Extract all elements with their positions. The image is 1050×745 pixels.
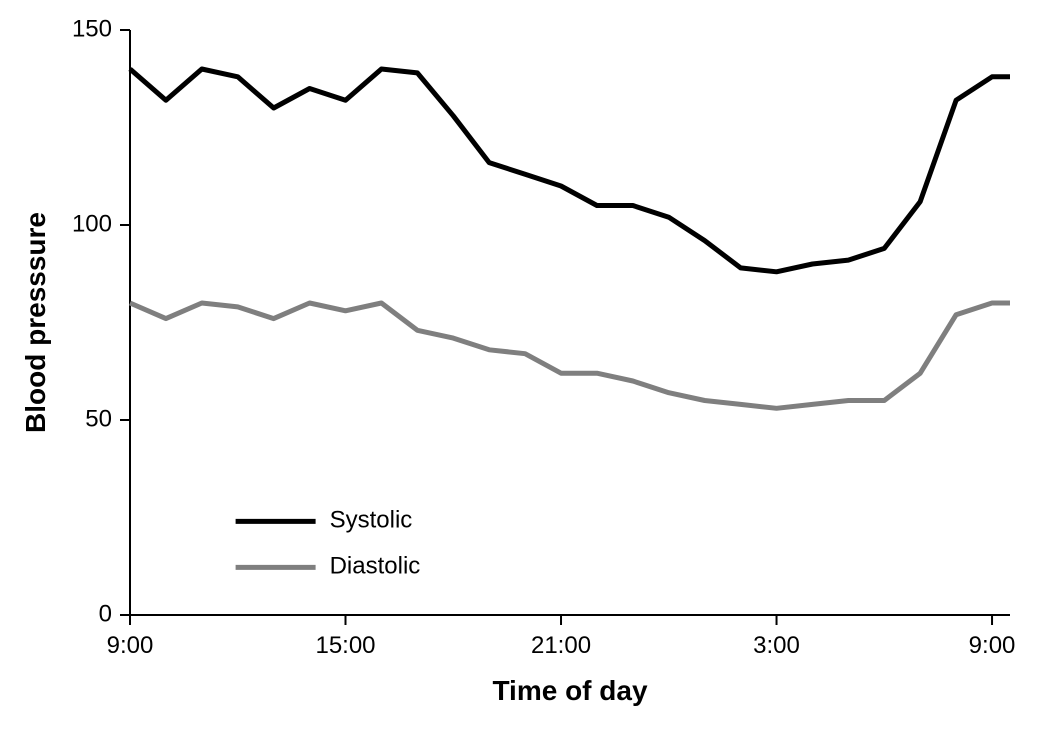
x-axis-label: Time of day (492, 675, 648, 706)
legend-label-diastolic: Diastolic (330, 553, 421, 580)
x-tick-label: 15:00 (315, 632, 375, 659)
chart-container: 0 50 100 150 9:00 15:00 21:00 3:00 9:00 Blood pre… (0, 0, 1050, 745)
y-tick-label: 100 (72, 210, 112, 237)
legend-label-systolic: Systolic (330, 507, 413, 534)
y-tick-label: 0 (99, 600, 112, 627)
x-tick-label: 21:00 (531, 632, 591, 659)
y-axis-label: Blood presssure (20, 212, 51, 433)
x-tick-label: 9:00 (969, 632, 1016, 659)
x-tick-label: 9:00 (107, 632, 154, 659)
x-tick-label: 3:00 (753, 632, 800, 659)
bp-line-chart: 0 50 100 150 9:00 15:00 21:00 3:00 9:00 Blood pre… (0, 0, 1050, 745)
y-tick-label: 150 (72, 15, 112, 42)
y-tick-label: 50 (85, 405, 112, 432)
